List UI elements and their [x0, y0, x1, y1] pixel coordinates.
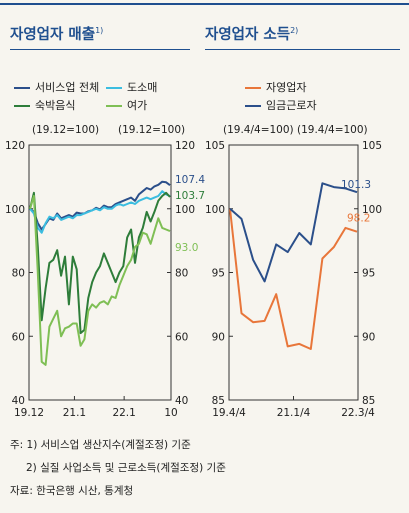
- sales-xtick-label: 19.12: [14, 407, 44, 419]
- sales-end-label-0: 107.4: [175, 174, 205, 186]
- footnote-1: 주: 1) 서비스업 생산지수(계절조정) 기준: [10, 439, 191, 451]
- source-note: 자료: 한국은행 시산, 통계청: [10, 485, 134, 497]
- income-plot-frame: [228, 144, 359, 401]
- left-title-text: 자영업자 매출: [10, 27, 96, 43]
- right-title-footnote-mark: 2): [290, 26, 299, 36]
- sales-series-line-0: [29, 180, 171, 231]
- legend-item-wholesale-retail: 도소매: [106, 79, 157, 95]
- income-unit-left: (19.4/4=100): [223, 124, 294, 136]
- right-title-rule: [205, 49, 400, 50]
- sales-ytick-left: 120: [5, 140, 25, 152]
- sales-series-line-2: [29, 191, 171, 335]
- left-title-footnote-mark: 1): [95, 26, 104, 36]
- legend-swatch-self-employed: [245, 87, 261, 89]
- legend-item-leisure: 여가: [106, 97, 147, 113]
- legend-item-self-employed: 자영업자: [245, 79, 306, 95]
- legend-item-lodging-food: 숙박음식: [14, 97, 75, 113]
- sales-ytick-right: 40: [175, 395, 188, 407]
- income-ytick-right: 100: [362, 204, 382, 216]
- income-end-label-1: 101.3: [341, 179, 371, 191]
- left-title-rule: [10, 49, 190, 50]
- sales-unit-right: (19.12=100): [118, 124, 185, 136]
- top-rule: [0, 3, 409, 5]
- income-ytick-right: 85: [362, 395, 375, 407]
- sales-ytick-left: 100: [5, 204, 25, 216]
- income-ytick-right: 95: [362, 268, 375, 280]
- legend-label-leisure: 여가: [127, 99, 148, 112]
- sales-ytick-right: 60: [175, 331, 188, 343]
- income-ytick-left: 95: [212, 268, 225, 280]
- sales-end-label-3: 93.0: [175, 242, 198, 254]
- income-ytick-left: 85: [212, 395, 225, 407]
- legend-swatch-service-total: [14, 87, 30, 89]
- legend-label-self-employed: 자영업자: [266, 81, 307, 94]
- sales-plot-frame: [28, 144, 172, 401]
- sales-ytick-left: 40: [12, 395, 25, 407]
- sales-xtick-label: 21.1: [63, 407, 86, 419]
- legend-swatch-wholesale-retail: [106, 87, 122, 89]
- income-series-line-1: [229, 182, 358, 283]
- sales-ytick-right: 100: [175, 204, 195, 216]
- sales-xtick-label: 10: [164, 407, 177, 419]
- income-ytick-left: 90: [212, 331, 225, 343]
- income-xtick-label: 19.4/4: [212, 407, 246, 419]
- income-ytick-right: 105: [362, 140, 382, 152]
- income-end-label-0: 98.2: [347, 213, 370, 225]
- legend-swatch-wage-workers: [245, 105, 261, 107]
- legend-label-wholesale-retail: 도소매: [127, 81, 158, 94]
- sales-ytick-left: 80: [12, 268, 25, 280]
- sales-xtick-label: 22.1: [112, 407, 135, 419]
- income-ytick-left: 105: [205, 140, 225, 152]
- legend-item-wage-workers: 임금근로자: [245, 97, 317, 113]
- legend-label-wage-workers: 임금근로자: [266, 99, 317, 112]
- income-series-line-0: [229, 208, 358, 350]
- income-unit-right: (19.4/4=100): [297, 124, 368, 136]
- income-ytick-right: 90: [362, 331, 375, 343]
- legend-swatch-leisure: [106, 105, 122, 107]
- income-xtick-label: 21.1/4: [277, 407, 311, 419]
- left-panel-title: 자영업자 매출1): [10, 23, 103, 44]
- sales-series-line-3: [29, 195, 171, 366]
- footnote-2: 2) 실질 사업소득 및 근로소득(계절조정) 기준: [26, 462, 226, 474]
- legend-label-service-total: 서비스업 전체: [35, 81, 100, 94]
- sales-unit-left: (19.12=100): [32, 124, 99, 136]
- income-xtick-label: 22.3/4: [341, 407, 375, 419]
- legend-label-lodging-food: 숙박음식: [35, 99, 76, 112]
- income-ytick-left: 100: [205, 204, 225, 216]
- sales-end-label-2: 103.7: [175, 190, 205, 202]
- right-panel-title: 자영업자 소득2): [205, 23, 298, 44]
- sales-ytick-right: 120: [175, 140, 195, 152]
- sales-series-line-1: [29, 190, 171, 234]
- sales-ytick-left: 60: [12, 331, 25, 343]
- legend-swatch-lodging-food: [14, 105, 30, 107]
- legend-item-service-total: 서비스업 전체: [14, 79, 99, 95]
- sales-ytick-right: 80: [175, 268, 188, 280]
- right-title-text: 자영업자 소득: [205, 27, 291, 43]
